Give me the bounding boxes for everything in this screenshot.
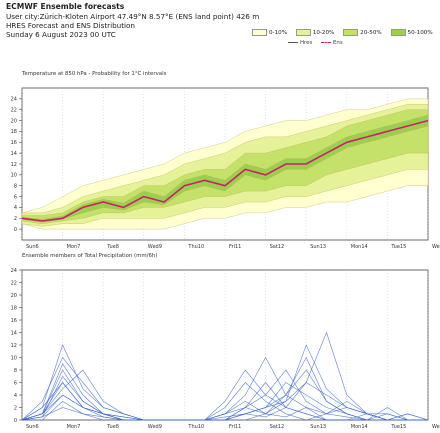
x-tick-label: Mon7 bbox=[67, 424, 81, 430]
legend-line-hres: Hres bbox=[288, 40, 312, 46]
date-line: Sunday 6 August 2023 00 UTC bbox=[6, 30, 116, 39]
y-tick-label: 4 bbox=[14, 205, 17, 211]
y-tick-label: 0 bbox=[14, 227, 17, 233]
y-tick-label: 22 bbox=[11, 108, 17, 114]
member-line-4 bbox=[21, 356, 428, 421]
x-tick-label: Tue15 bbox=[390, 424, 406, 430]
legend-swatch-2 bbox=[343, 29, 359, 36]
subtitle-line: HRES Forecast and ENS Distribution bbox=[6, 21, 135, 30]
legend-label-1: 10-20% bbox=[312, 30, 335, 36]
x-tick-label: Mon14 bbox=[351, 244, 368, 250]
y-tick-label: 18 bbox=[11, 305, 17, 311]
x-tick-label: Fri11 bbox=[229, 244, 241, 250]
y-tick-label: 0 bbox=[14, 418, 17, 424]
x-tick-label: Tue15 bbox=[390, 244, 406, 250]
legend-swatch-3 bbox=[390, 29, 406, 36]
x-tick-label: Tue8 bbox=[106, 244, 119, 250]
y-tick-label: 24 bbox=[11, 97, 17, 103]
chart-panel-0: Sun6 Mon7 Tue8 Wed9 Thu10 Fri11 Sat12 Sun13 Mon1… bbox=[11, 87, 440, 250]
chart-panel-1: Sun6 Mon7 Tue8 Wed9 Thu10 Fri11 Sat12 Sun13 Mon1… bbox=[11, 268, 440, 430]
y-tick-label: 8 bbox=[14, 184, 17, 190]
x-tick-label: Sun13 bbox=[310, 424, 326, 430]
x-tick-label: Wed9 bbox=[148, 244, 162, 250]
x-tick-label: Tue8 bbox=[106, 424, 119, 430]
legend-item-1: 10-20% bbox=[295, 29, 335, 37]
x-tick-label: Sun6 bbox=[26, 424, 39, 430]
y-tick-label: 16 bbox=[11, 140, 17, 146]
probability-band-2 bbox=[21, 109, 429, 224]
line-legend: Hres Ens bbox=[288, 40, 350, 46]
y-tick-label: 4 bbox=[14, 393, 17, 399]
probability-band-1 bbox=[21, 104, 429, 227]
y-tick-label: 14 bbox=[11, 151, 17, 157]
legend-line-ens-label: Ens bbox=[333, 40, 343, 46]
legend-item-2: 20-50% bbox=[343, 29, 382, 37]
member-line-11 bbox=[21, 382, 428, 421]
x-tick-label: Thu10 bbox=[187, 244, 204, 250]
x-tick-label: Sat12 bbox=[270, 424, 285, 430]
ens-line-swatch bbox=[321, 42, 331, 43]
x-tick-label: Wed9 bbox=[148, 424, 162, 430]
probability-legend: 0-10% 10-20% 20-50% 50-100% bbox=[252, 29, 440, 37]
x-tick-label: Mon7 bbox=[67, 244, 81, 250]
y-tick-label: 2 bbox=[14, 216, 17, 222]
x-tick-label: Wed16 bbox=[432, 244, 440, 250]
legend-item-3: 50-100% bbox=[390, 29, 433, 37]
hres-line-swatch bbox=[288, 42, 298, 43]
y-tick-label: 12 bbox=[11, 162, 17, 168]
x-tick-label: Mon14 bbox=[351, 424, 368, 430]
legend-label-2: 20-50% bbox=[360, 30, 382, 36]
legend-swatch-1 bbox=[295, 29, 311, 36]
temperature-chart-title: Temperature at 850 hPa - Probability for… bbox=[22, 71, 167, 77]
legend-label-3: 50-100% bbox=[407, 30, 433, 36]
x-tick-label: Fri11 bbox=[229, 424, 241, 430]
y-tick-label: 8 bbox=[14, 368, 17, 374]
legend-line-ens: Ens bbox=[321, 40, 343, 46]
legend-item-0: 0-10% bbox=[252, 29, 287, 37]
precipitation-chart-title: Ensemble members of Total Precipitation … bbox=[22, 253, 158, 259]
member-line-10 bbox=[21, 369, 428, 421]
y-tick-label: 6 bbox=[14, 194, 17, 200]
x-tick-label: Sun6 bbox=[26, 244, 39, 250]
y-tick-label: 18 bbox=[11, 129, 17, 135]
y-tick-label: 22 bbox=[11, 280, 17, 286]
location-line: User city:Zürich-Kloten Airport 47.49°N … bbox=[6, 12, 260, 21]
y-tick-label: 20 bbox=[11, 293, 17, 299]
y-tick-label: 16 bbox=[11, 318, 17, 324]
x-tick-label: Wed16 bbox=[432, 424, 440, 430]
y-tick-label: 6 bbox=[14, 380, 17, 386]
page-title: ECMWF Ensemble forecasts bbox=[6, 2, 125, 11]
y-tick-label: 10 bbox=[11, 173, 17, 179]
legend-swatch-0 bbox=[252, 29, 267, 36]
legend-line-hres-label: Hres bbox=[300, 40, 313, 46]
x-tick-label: Sun13 bbox=[310, 244, 326, 250]
y-tick-label: 14 bbox=[11, 330, 17, 336]
y-tick-label: 10 bbox=[11, 355, 17, 361]
ensemble-mean-line bbox=[21, 119, 429, 222]
y-tick-label: 24 bbox=[11, 268, 17, 274]
probability-band-3 bbox=[21, 114, 429, 223]
y-tick-label: 20 bbox=[11, 118, 17, 124]
y-tick-label: 2 bbox=[14, 405, 17, 411]
x-tick-label: Sat12 bbox=[270, 244, 285, 250]
y-tick-label: 12 bbox=[11, 343, 17, 349]
legend-label-0: 0-10% bbox=[269, 30, 288, 36]
x-tick-label: Thu10 bbox=[187, 424, 204, 430]
